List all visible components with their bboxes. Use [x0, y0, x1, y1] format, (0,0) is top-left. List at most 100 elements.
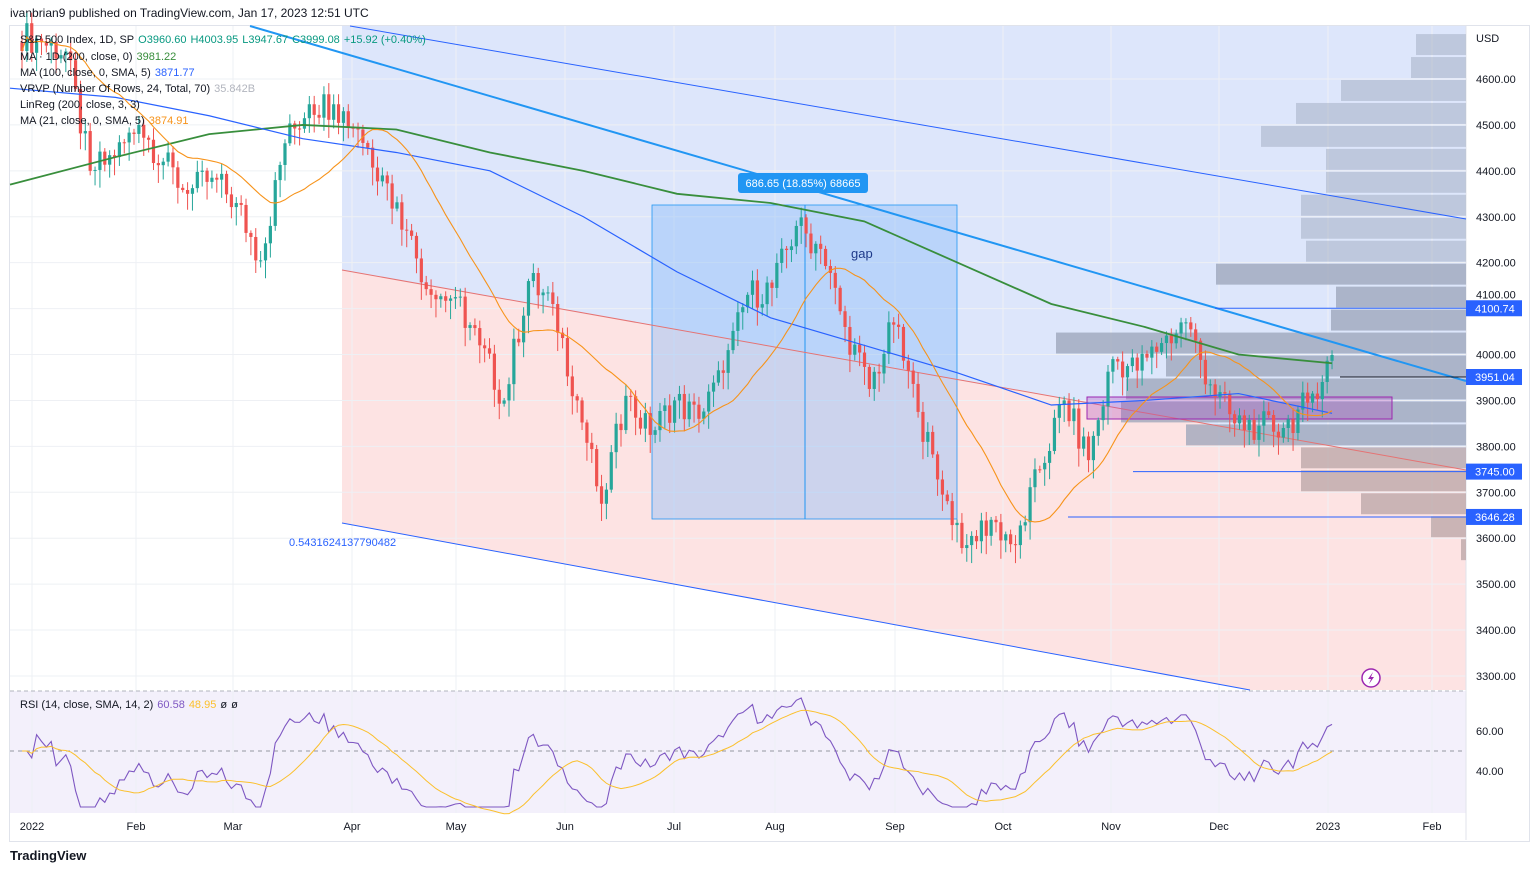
- legend-ma100[interactable]: MA (100, close, 0, SMA, 5) 3871.77: [16, 67, 195, 79]
- candle-body: [1155, 346, 1159, 352]
- candle: [575, 393, 579, 413]
- candle: [780, 238, 784, 273]
- candle: [809, 223, 813, 259]
- candle-body: [1184, 322, 1188, 324]
- rsi-value: 60.58: [157, 699, 185, 711]
- y-tick-label: 3500.00: [1476, 579, 1516, 591]
- candle: [560, 327, 565, 349]
- candle: [414, 232, 419, 274]
- candle: [955, 519, 959, 543]
- candle-body: [151, 139, 156, 164]
- candle-body: [541, 292, 545, 296]
- candle-body: [205, 170, 209, 182]
- candle: [1096, 417, 1100, 446]
- candle: [1155, 342, 1159, 369]
- candle-body: [1237, 415, 1242, 424]
- candle-body: [171, 152, 175, 168]
- candle: [1106, 365, 1110, 425]
- candle-body: [1096, 420, 1100, 436]
- candle: [1184, 318, 1188, 341]
- candle: [1013, 535, 1018, 564]
- candle-body: [502, 400, 506, 404]
- candle-body: [784, 248, 789, 251]
- ma100-line: [9, 87, 1333, 414]
- legend-vrvp[interactable]: VRVP (Number Of Rows, 24, Total, 70) 35.8…: [16, 83, 255, 95]
- candle: [234, 197, 238, 226]
- candle-body: [926, 431, 930, 442]
- candle-body: [1067, 400, 1071, 422]
- candle: [984, 511, 988, 555]
- candle: [322, 86, 326, 131]
- candle-body: [312, 104, 316, 115]
- candle-body: [599, 486, 604, 504]
- candle-body: [809, 233, 813, 254]
- candle-body: [439, 296, 443, 300]
- candle-body: [215, 177, 219, 180]
- candle: [132, 128, 136, 145]
- candle: [341, 107, 346, 142]
- rsi-ma-value: 48.95: [188, 699, 217, 711]
- candle: [1242, 409, 1246, 448]
- candle: [473, 318, 477, 336]
- candle: [1213, 379, 1217, 416]
- volume-profile-bar: [1296, 102, 1466, 124]
- candle-body: [278, 164, 282, 181]
- chart-frame[interactable]: [9, 25, 1530, 842]
- candle: [663, 398, 667, 430]
- legend-rsi[interactable]: RSI (14, close, SMA, 14, 2) 60.58 48.95 ø ø: [16, 699, 238, 711]
- candle: [838, 285, 842, 315]
- candle-body: [711, 382, 716, 392]
- candle-body: [419, 258, 423, 283]
- candle-body: [901, 326, 906, 361]
- candle: [1057, 396, 1061, 434]
- candle-body: [775, 262, 779, 288]
- candle-body: [760, 304, 764, 308]
- candle-body: [526, 281, 531, 316]
- candle-body: [590, 442, 594, 450]
- candle: [760, 294, 764, 316]
- candle-body: [999, 522, 1003, 541]
- candle-body: [741, 307, 745, 313]
- candle-body: [984, 520, 988, 536]
- y-tick-label: 3600.00: [1476, 533, 1516, 545]
- candle-body: [332, 104, 336, 120]
- volume-profile-bar: [1416, 34, 1466, 56]
- candle: [171, 146, 175, 185]
- candle-body: [20, 42, 24, 51]
- candle-body: [819, 243, 823, 249]
- tradingview-logo[interactable]: TradingView: [10, 848, 86, 863]
- candle-body: [142, 124, 146, 138]
- legend-ma21[interactable]: MA (21, close, 0, SMA, 5) 3874.91: [16, 115, 188, 127]
- candle: [921, 401, 925, 460]
- y-tick-label: 4400.00: [1476, 166, 1516, 178]
- candle-body: [1310, 393, 1315, 403]
- candle-body: [444, 296, 448, 301]
- candle-body: [629, 395, 633, 397]
- candle: [220, 163, 224, 198]
- candle-body: [1028, 487, 1032, 523]
- candle: [741, 303, 745, 330]
- legend-ma200[interactable]: MA · 1D (200, close, 0) 3981.22: [16, 51, 176, 63]
- candle-body: [263, 243, 268, 261]
- candle: [151, 128, 156, 171]
- candle: [648, 406, 652, 453]
- candle: [195, 160, 199, 193]
- candle: [224, 170, 229, 204]
- candle: [687, 393, 691, 427]
- legend-symbol: S&P 500 Index, 1D, SP O3960.60 H4003.95 L39…: [16, 34, 426, 46]
- candle-body: [872, 371, 876, 389]
- volume-profile-bar: [1301, 470, 1466, 492]
- candle-body: [1101, 406, 1105, 421]
- candle: [254, 228, 258, 273]
- candle-body: [814, 243, 818, 254]
- candle-body: [750, 280, 755, 295]
- price-label: 3745.00: [1475, 467, 1515, 479]
- candle-body: [166, 152, 170, 162]
- price-label: 4100.74: [1475, 303, 1515, 315]
- price-label-bg: [1466, 369, 1522, 386]
- symbol-label: S&P 500 Index, 1D, SP: [20, 34, 135, 46]
- legend-linreg[interactable]: LinReg (200, close, 3, 3): [16, 99, 140, 111]
- downtrend-line: [249, 25, 1467, 382]
- candle: [1033, 458, 1037, 503]
